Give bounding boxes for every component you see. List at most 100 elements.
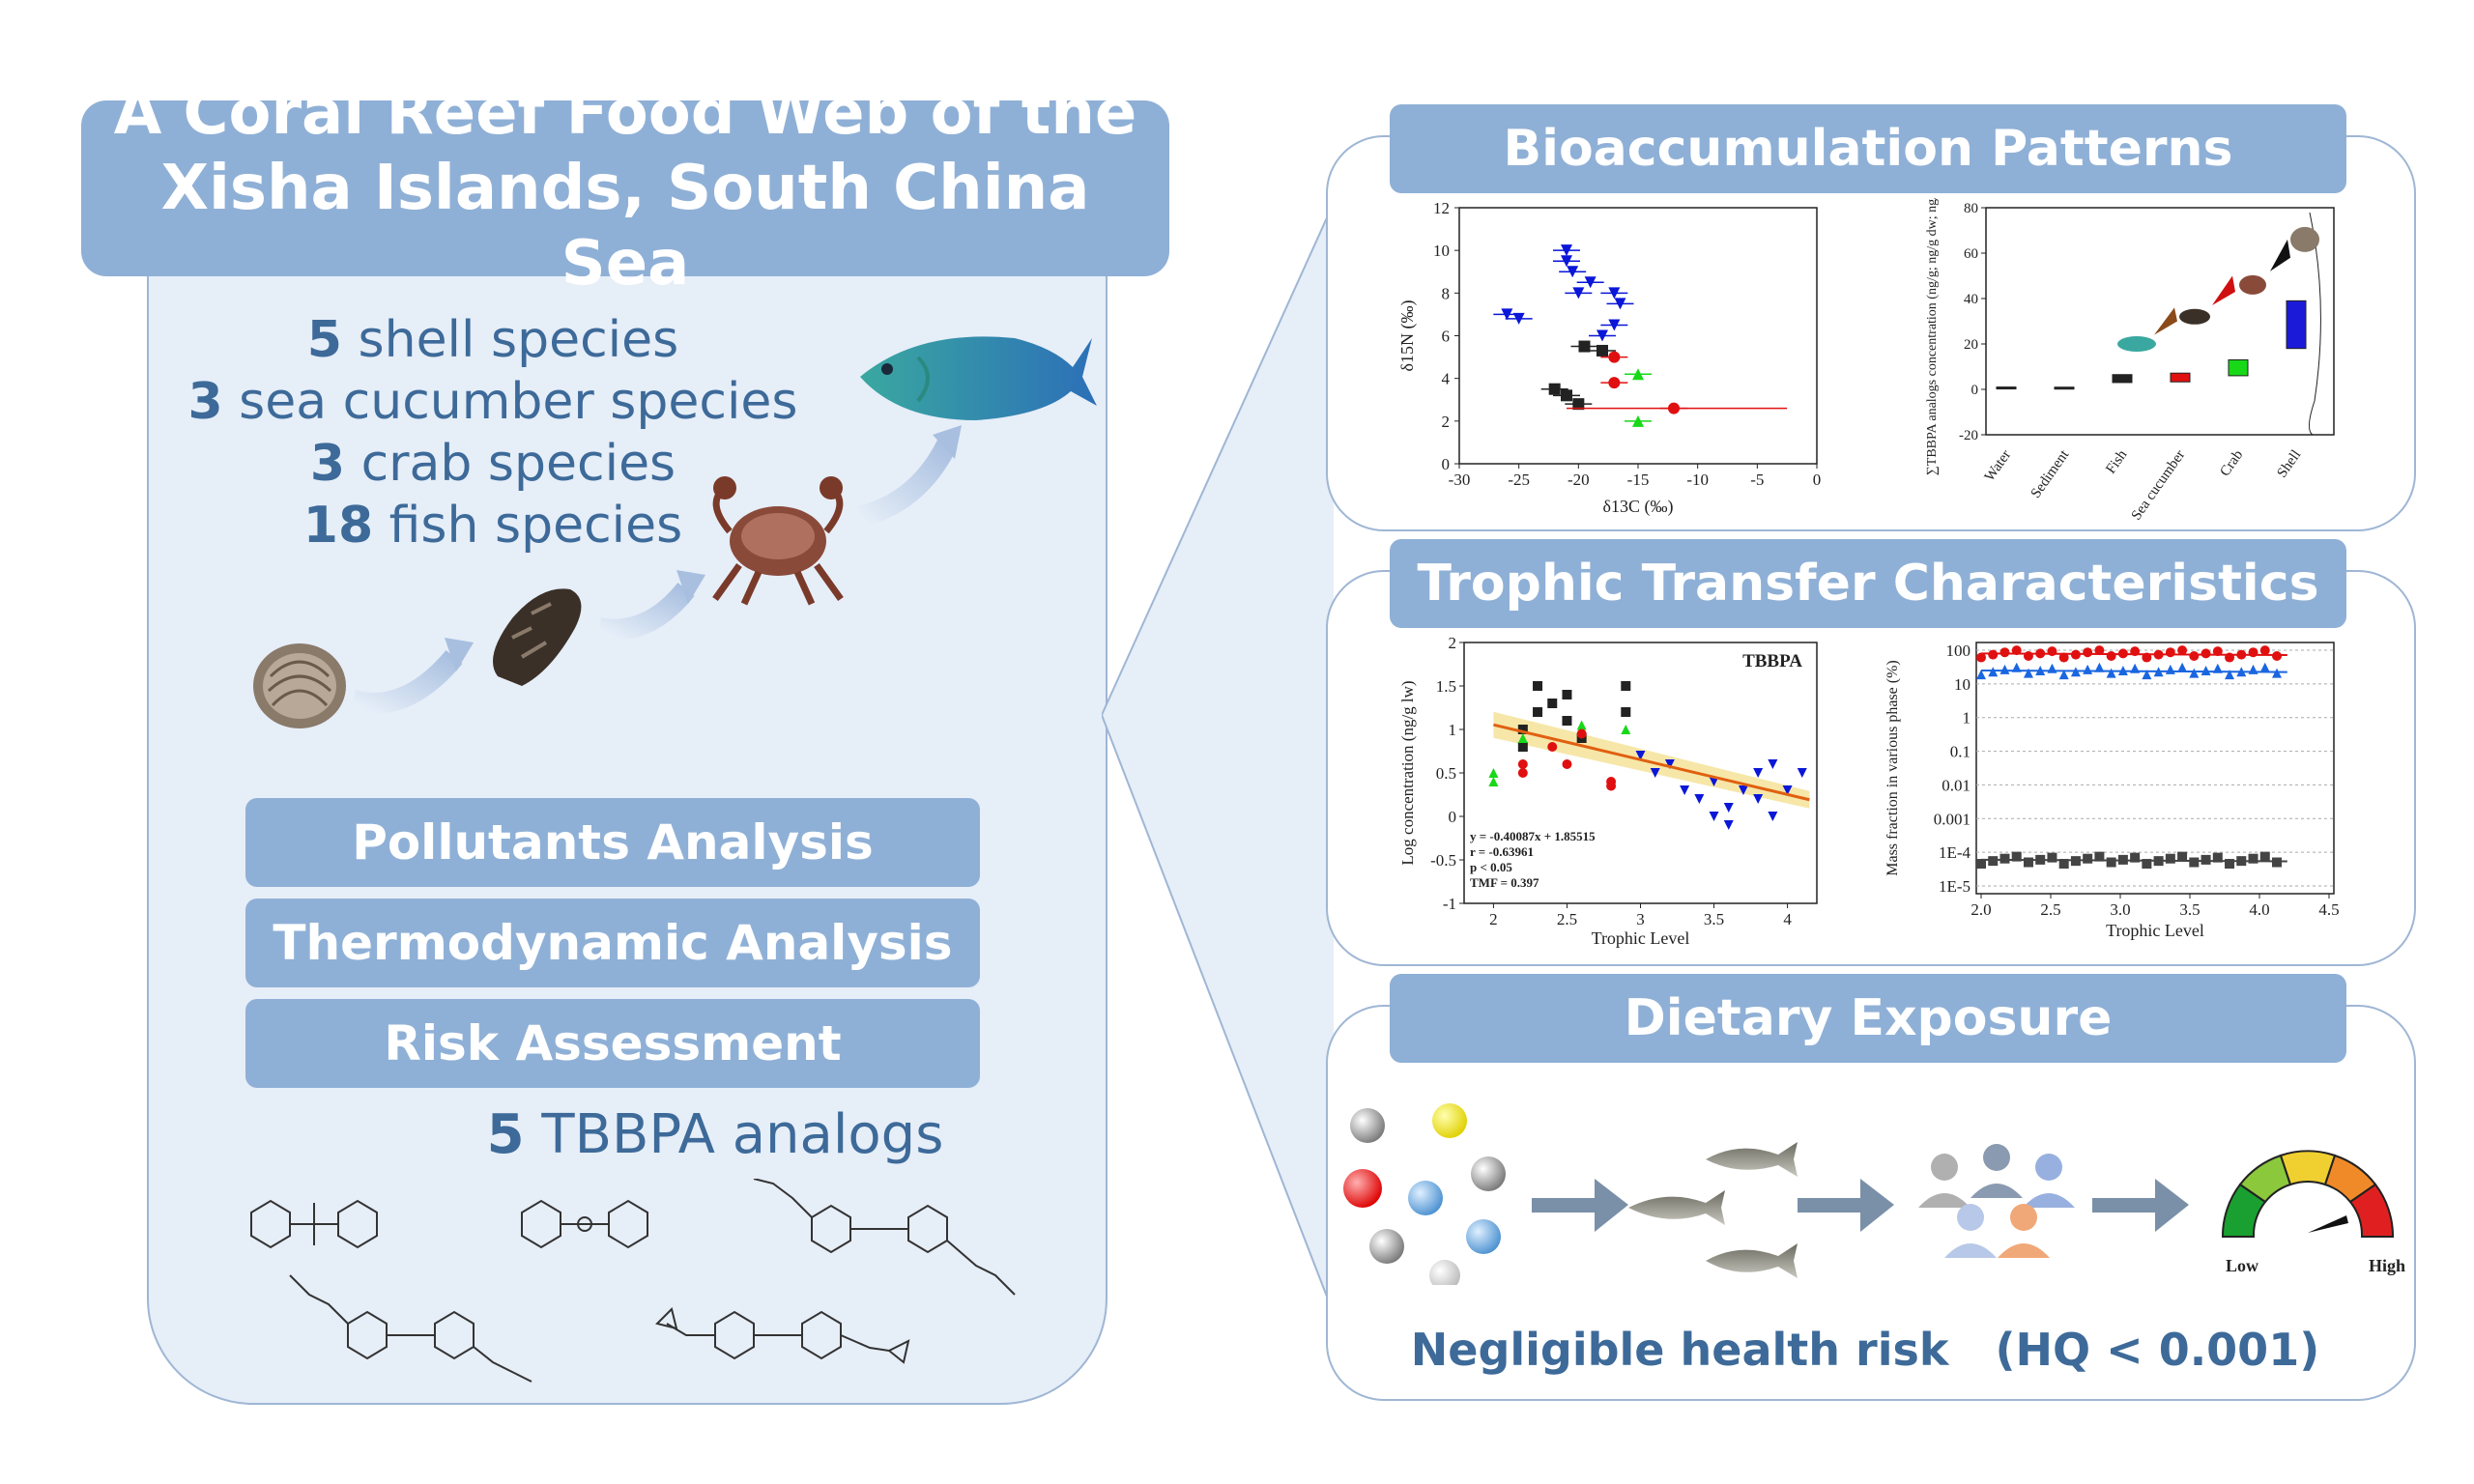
y-tick-label: 0.01 (1942, 776, 1971, 794)
data-point (1572, 398, 1585, 411)
data-point (1517, 733, 1528, 743)
data-point (2106, 668, 2116, 678)
data-point (2225, 670, 2235, 680)
section-title-trophic: Trophic Transfer Characteristics (1390, 539, 2346, 628)
fish-icon (860, 336, 1097, 420)
y-tick-label: 6 (1442, 328, 1451, 346)
mass-fraction-chart: 100 10 1 0.1 0.01 0.001 1E-4 1E-52.0 2.5 3.0 3.5 4.… (1884, 642, 2340, 940)
data-point (1501, 308, 1513, 321)
arrow-icon (1532, 1179, 1628, 1232)
data-point (1976, 859, 1986, 870)
y-tick-label: 10 (1954, 675, 1971, 694)
confidence-band (1493, 711, 1810, 809)
data-point (2047, 852, 2057, 863)
data-point (1723, 803, 1734, 813)
x-tick-label: 4.5 (2318, 900, 2339, 919)
bioaccumulation-panel (1326, 135, 2416, 531)
data-point (1614, 298, 1626, 310)
data-point (2201, 648, 2211, 659)
trend-line (1980, 652, 2287, 656)
trend-line (1980, 669, 2287, 673)
plot-frame (1985, 207, 2335, 436)
data-point (2083, 853, 2093, 864)
fish-icon (2117, 336, 2156, 352)
pollutants-analysis-button: Pollutants Analysis (245, 798, 980, 887)
regression-annotation: y = -0.40087x + 1.85515 (1470, 829, 1596, 843)
data-point (2058, 652, 2069, 663)
crab-icon (2239, 274, 2266, 295)
x-tick-label: -30 (1449, 471, 1471, 489)
data-point (1988, 649, 1999, 660)
risk-gauge-icon: Low High (2221, 1150, 2405, 1275)
data-point (1572, 287, 1585, 300)
gauge-high-label: High (2369, 1256, 2405, 1275)
data-point (1621, 725, 1631, 734)
y-tick-label: 1E-5 (1939, 877, 1971, 896)
y-tick-label: 1 (1449, 721, 1457, 739)
data-point (1664, 759, 1675, 769)
y-tick-label: 0.001 (1934, 810, 1971, 828)
x-tick-label: -25 (1508, 471, 1530, 489)
data-point (2177, 645, 2188, 656)
arrow-icon (1798, 1179, 1894, 1232)
y-tick-label: 100 (1946, 642, 1971, 660)
isotope-scatter-chart: -30 -25 -20 -15 -10 -5 0 0 2 4 6 8 10 12 δ13C (‰) δ15N … (1397, 199, 1821, 517)
y-tick-label: 2 (1449, 634, 1457, 652)
data-point (1562, 690, 1572, 699)
section-title-bioaccumulation: Bioaccumulation Patterns (1390, 104, 2346, 193)
data-point (1976, 670, 1986, 680)
data-point (1694, 794, 1705, 804)
data-point (1723, 820, 1734, 830)
data-point (2106, 857, 2116, 868)
data-point (1533, 681, 1543, 691)
trophic-panel (1326, 570, 2416, 966)
chemical-structures (250, 1179, 1016, 1383)
data-point (2177, 662, 2188, 672)
x-axis-label: δ13C (‰) (1603, 497, 1674, 517)
y-axis-label: ∑TBBPA analogs concentration (ng/g; ng/g… (1925, 198, 1940, 475)
food-chain-illustration (253, 336, 1097, 728)
regression-annotation: TMF = 0.397 (1470, 875, 1539, 890)
y-tick-label: 1.5 (1436, 677, 1456, 696)
y-axis-label: Log concentration (ng/g lw) (1398, 680, 1417, 865)
x-tick-label: 3.5 (1704, 910, 1724, 928)
x-tick-label: 2 (1489, 910, 1498, 928)
y-tick-label: 4 (1442, 370, 1451, 388)
data-point (1561, 389, 1572, 402)
risk-assessment-button: Risk Assessment (245, 999, 980, 1088)
x-tick-label: 2.5 (1557, 910, 1577, 928)
data-point (1561, 255, 1572, 268)
data-point (2094, 645, 2105, 656)
data-point (1547, 699, 1558, 708)
concentration-bar-chart: -20 0 20 40 60 80 ∑TBBPA analogs concentration… (1925, 198, 2335, 524)
x-tick-label: Crab (2217, 447, 2246, 479)
gauge-low-label: Low (2226, 1256, 2258, 1275)
y-axis-label: δ15N (‰) (1397, 300, 1418, 372)
structure-icon (289, 1274, 532, 1383)
data-point (1576, 728, 1587, 739)
arrow-icon (2212, 275, 2235, 306)
section-title-dietary: Dietary Exposure (1390, 974, 2346, 1063)
arrow-icon (857, 439, 957, 528)
x-tick-label: Fish (2103, 447, 2130, 477)
data-point (2272, 857, 2282, 868)
data-point (2189, 668, 2200, 678)
data-point (1738, 785, 1748, 795)
x-axis-label: Trophic Level (2106, 921, 2204, 940)
data-point (2259, 662, 2270, 672)
trend-line (1980, 858, 2287, 863)
x-tick-label: 3 (1636, 910, 1645, 928)
data-point (2023, 651, 2033, 662)
data-point (2165, 664, 2175, 674)
title-text: A Coral Reef Food Web of the Xisha Islan… (113, 77, 1137, 300)
people-icon (1918, 1144, 2075, 1258)
arrow-icon (2154, 307, 2177, 335)
data-point (1976, 652, 1986, 663)
data-point (1768, 812, 1778, 821)
data-point (1517, 759, 1528, 769)
fish-food-icon (1628, 1142, 1798, 1278)
data-point (2272, 651, 2282, 662)
data-point (1709, 777, 1719, 786)
species-fish: 18 fish species (302, 497, 683, 555)
data-point (2058, 670, 2069, 680)
